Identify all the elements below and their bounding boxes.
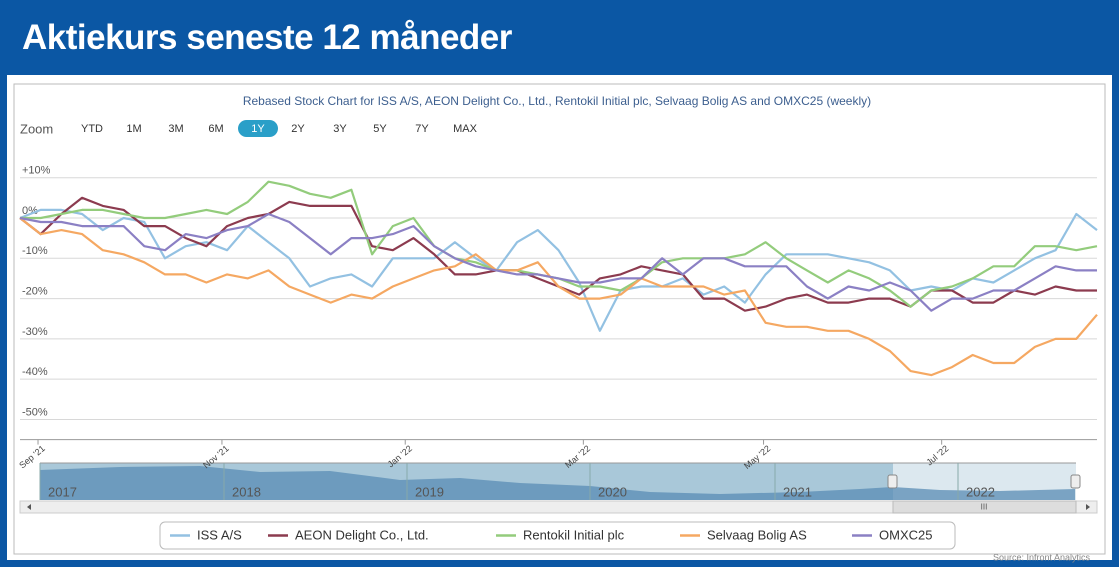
navigator-area [40,466,1075,500]
zoom-button[interactable]: 3Y [333,123,347,135]
legend-box [159,521,956,550]
zoom-button-bg[interactable] [238,120,278,137]
navigator-label: 2019 [415,484,444,499]
zoom-button[interactable]: YTD [81,123,103,135]
zoom-label: Zoom [20,121,53,136]
scrollbar [19,500,1098,514]
y-tick-label: -40% [22,366,48,378]
navigator-label: 2017 [48,484,77,499]
y-tick-label: -30% [22,326,48,338]
chart-title: Rebased Stock Chart for ISS A/S, AEON De… [243,94,871,108]
scrollbar-thumb[interactable] [892,500,1077,514]
legend-label[interactable]: Rentokil Initial plc [523,527,625,542]
series-line [19,212,1097,312]
navigator-label: 2022 [966,484,995,499]
y-tick-label: +10% [22,165,51,177]
series-line [19,217,1098,377]
y-tick-label: 0% [22,205,38,217]
y-tick-label: -50% [22,406,48,418]
scroll-right[interactable] [1086,504,1090,510]
zoom-button[interactable]: 1Y [251,123,265,135]
navigator-label: 2018 [232,484,261,499]
zoom-button[interactable]: 1M [126,123,141,135]
navigator-handle[interactable] [887,474,898,489]
zoom-button[interactable]: 7Y [415,123,429,135]
y-tick-label: -10% [22,245,48,257]
zoom-button[interactable]: 6M [208,123,223,135]
header-title: Aktiekurs seneste 12 måneder [22,18,512,57]
zoom-button[interactable]: 5Y [373,123,387,135]
navigator-label: 2020 [598,484,627,499]
source: Source: Infront Analytics [993,552,1091,562]
y-tick-label: -20% [22,285,48,297]
legend-label[interactable]: Selvaag Bolig AS [707,527,807,542]
legend-label[interactable]: ISS A/S [197,527,242,542]
scroll-left[interactable] [27,504,31,510]
navigator-handle[interactable] [1070,474,1081,489]
scrollbar-grip: III [981,503,988,512]
legend-label[interactable]: AEON Delight Co., Ltd. [295,527,429,542]
legend-label[interactable]: OMXC25 [879,527,932,542]
panel-border [13,83,1106,555]
zoom-button[interactable]: 2Y [291,123,305,135]
zoom-button[interactable]: 3M [168,123,183,135]
zoom-button[interactable]: MAX [453,123,478,135]
navigator-label: 2021 [783,484,812,499]
